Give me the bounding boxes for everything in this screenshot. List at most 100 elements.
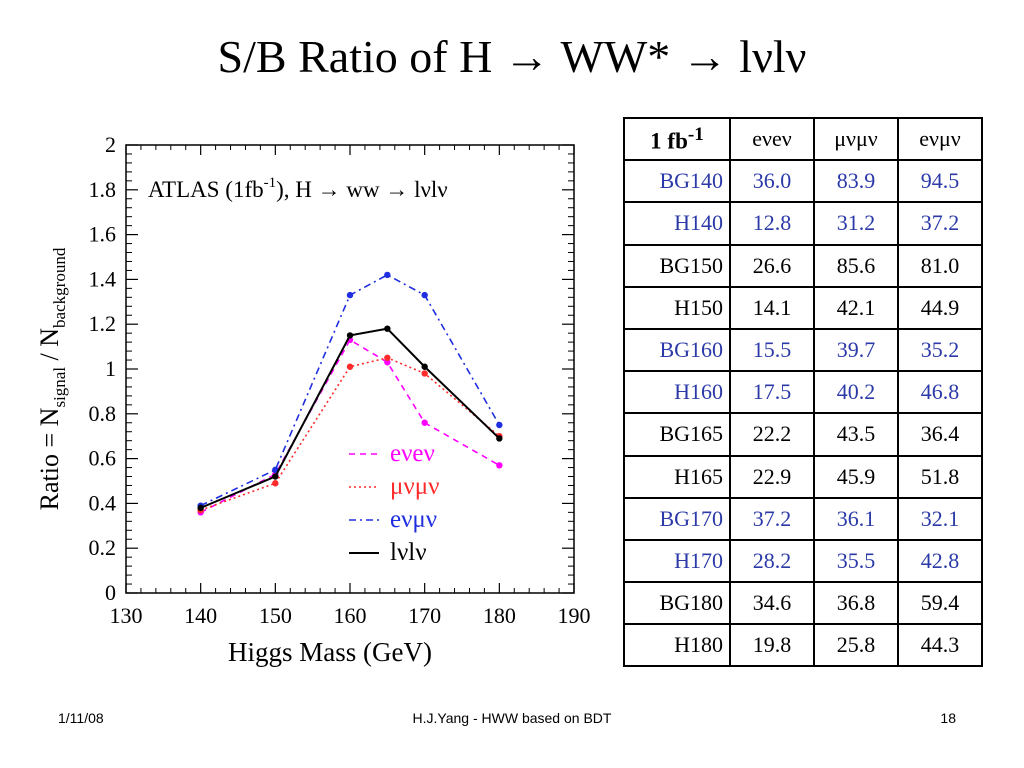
x-axis-label: Higgs Mass (GeV) [228, 637, 432, 667]
table-cell: 40.2 [813, 370, 899, 415]
table-cell: 35.2 [897, 327, 983, 373]
table-header-row: 1 fb-1 eνeν μνμν eνμν [623, 116, 983, 162]
table-row: H170 28.2 35.5 42.8 [623, 538, 983, 584]
table-cell: 85.6 [813, 243, 899, 288]
data-point [346, 363, 354, 370]
x-tick-label: 140 [184, 603, 217, 628]
slide-title: S/B Ratio of H → WW* → lνlν [217, 31, 807, 82]
series-line [200, 327, 501, 509]
data-point [346, 291, 354, 299]
table-cell: 34.6 [729, 581, 815, 626]
table-cell: 51.8 [897, 454, 983, 499]
legend-label: eνeν [390, 440, 435, 467]
data-point [384, 359, 391, 366]
x-tick-label: 130 [110, 603, 143, 628]
data-point [496, 435, 503, 442]
data-point [272, 473, 279, 480]
table-cell: 37.2 [729, 496, 815, 541]
table-cell: 35.5 [813, 538, 899, 584]
footer-page-number: 18 [940, 710, 956, 726]
chart-svg: 130 140 150 160 170 180 190 0 0.2 0.4 0.6 0.8 1 1.2 1.… [35, 132, 591, 667]
data-point [421, 363, 428, 370]
footer-date: 1/11/08 [58, 710, 104, 726]
x-tick-label: 160 [334, 603, 367, 628]
row-label: H180 [623, 623, 731, 668]
table-cell: 26.6 [729, 243, 815, 288]
table-body: BG140 36.0 83.9 94.5 H140 12.8 31.2 37.2 BG150 26… [623, 159, 983, 668]
x-tick-label: 180 [483, 603, 516, 628]
table-cell: 44.3 [897, 623, 983, 668]
data-point [421, 419, 428, 426]
row-label: H170 [623, 538, 731, 584]
table-row: BG140 36.0 83.9 94.5 [623, 159, 983, 204]
table-cell: 46.8 [897, 370, 983, 415]
y-label-sub: background [50, 247, 69, 328]
row-label: BG165 [623, 412, 731, 457]
row-label: H150 [623, 285, 731, 330]
table-row: BG170 37.2 36.1 32.1 [623, 496, 983, 541]
y-tick-label: 0.8 [89, 401, 117, 426]
table-cell: 59.4 [897, 581, 983, 626]
table-row: H165 22.9 45.9 51.8 [623, 454, 983, 499]
column-header: μνμν [813, 116, 899, 162]
table-cell: 19.8 [729, 623, 815, 668]
y-tick-label: 0.2 [89, 535, 117, 560]
table-cell: 15.5 [729, 327, 815, 373]
table-cell: 14.1 [729, 285, 815, 330]
table-cell: 45.9 [813, 454, 899, 499]
series-line [200, 356, 500, 511]
table-row: BG180 34.6 36.8 59.4 [623, 581, 983, 626]
y-tick-label: 2 [105, 132, 116, 157]
series-line [200, 338, 500, 514]
y-label-sub: signal [50, 367, 69, 408]
y-tick-label: 0.4 [89, 490, 117, 515]
data-point [197, 504, 204, 512]
table-cell: 37.2 [897, 201, 983, 246]
table-cell: 22.2 [729, 412, 815, 457]
y-tick-label: 1.6 [89, 222, 117, 247]
y-label-part: / N [35, 328, 64, 367]
table-row: BG150 26.6 85.6 81.0 [623, 243, 983, 288]
data-point [272, 480, 279, 487]
legend-label: lνlν [390, 539, 427, 566]
table-cell: 39.7 [813, 327, 899, 373]
row-label: BG180 [623, 581, 731, 626]
table-cell: 36.0 [729, 159, 815, 204]
y-tick-label: 1.2 [89, 311, 117, 336]
column-header: eνμν [897, 116, 983, 162]
data-point [496, 421, 503, 429]
table-row: H180 19.8 25.8 44.3 [623, 623, 983, 668]
table-cell: 28.2 [729, 538, 815, 584]
corner-text: 1 fb [650, 128, 688, 154]
column-header: eνeν [729, 116, 815, 162]
table-cell: 31.2 [813, 201, 899, 246]
table-row: BG160 15.5 39.7 35.2 [623, 327, 983, 373]
footer-author: H.J.Yang - HWW based on BDT [412, 710, 612, 726]
row-label: H165 [623, 454, 731, 499]
corner-sup: -1 [687, 123, 704, 145]
y-tick-label: 0 [105, 580, 116, 605]
row-label: H160 [623, 370, 731, 415]
chart-title: ATLAS (1fb-1), H → ww → lνlν [148, 175, 448, 202]
row-label: BG160 [623, 327, 731, 373]
table-cell: 36.1 [813, 496, 899, 541]
data-point [346, 332, 354, 339]
data-point [384, 325, 391, 332]
y-tick-label: 1.8 [89, 177, 117, 202]
y-tick-label: 0.6 [89, 446, 117, 471]
chart-area: 130 140 150 160 170 180 190 0 0.2 0.4 0.6 0.8 1 1.2 1.… [22, 118, 602, 688]
x-tick-label: 170 [408, 603, 441, 628]
x-tick-label: 190 [558, 603, 591, 628]
title-part: ), H → ww → lνlν [276, 177, 448, 202]
table-cell: 81.0 [897, 243, 983, 288]
table-row: BG165 22.2 43.5 36.4 [623, 412, 983, 457]
title-part: ATLAS (1fb [148, 177, 264, 202]
legend-label: μνμν [390, 473, 439, 500]
table-cell: 42.1 [813, 285, 899, 330]
table-row: H140 12.8 31.2 37.2 [623, 201, 983, 246]
row-label: H140 [623, 201, 731, 246]
table-cell: 22.9 [729, 454, 815, 499]
data-point [421, 291, 428, 299]
table-cell: 36.4 [897, 412, 983, 457]
legend-label: eνμν [390, 506, 437, 533]
